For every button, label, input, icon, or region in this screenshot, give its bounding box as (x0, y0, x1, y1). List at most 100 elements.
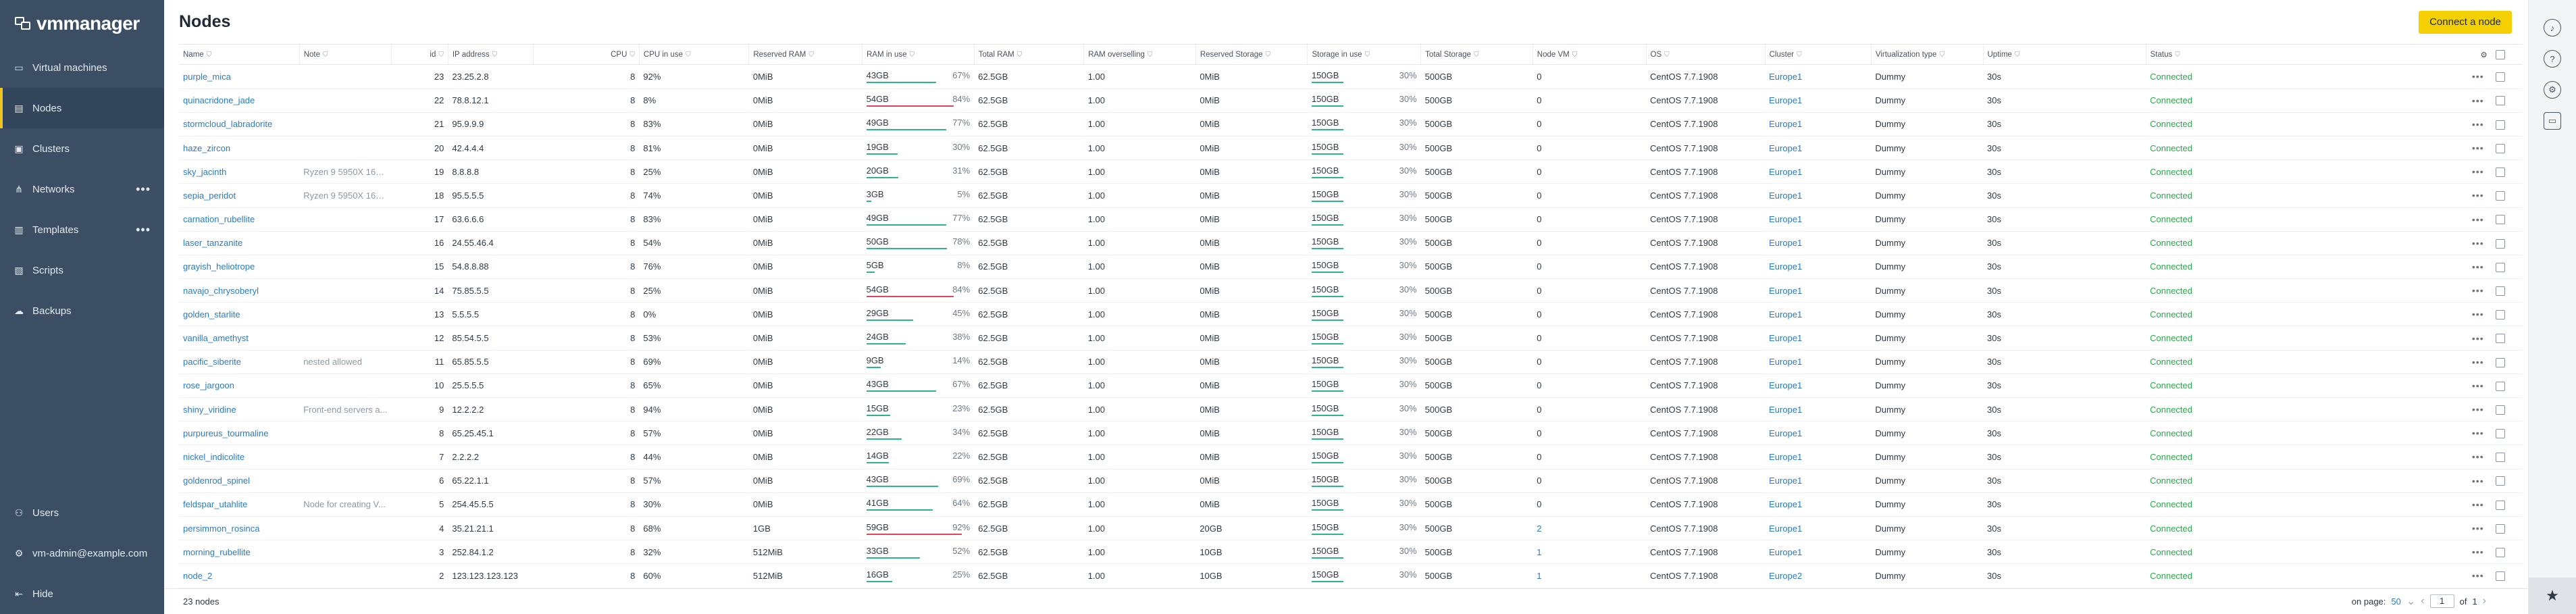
column-header[interactable]: CPU in use ⛉ (638, 44, 749, 66)
row-checkbox[interactable] (2495, 523, 2505, 534)
cell-cluster[interactable]: Europe1 (1765, 421, 1872, 446)
sidebar-item-templates[interactable]: ▥ Templates ••• (0, 209, 164, 250)
cell-cluster[interactable]: Europe1 (1765, 516, 1872, 541)
cell-name[interactable]: goldenrod_spinel (179, 469, 300, 493)
row-checkbox[interactable] (2495, 310, 2505, 320)
row-menu-icon[interactable]: ••• (2464, 183, 2492, 208)
row-menu-icon[interactable]: ••• (2464, 64, 2492, 89)
sidebar-item-nodes[interactable]: ▤ Nodes (0, 88, 164, 128)
row-menu-icon[interactable]: ••• (2464, 397, 2492, 422)
cell-name[interactable]: haze_zircon (179, 136, 300, 161)
cell-cluster[interactable]: Europe1 (1765, 278, 1872, 303)
filter-icon[interactable]: ⛉ (206, 51, 212, 59)
column-header[interactable]: CPU ⛉ (532, 44, 640, 66)
filter-icon[interactable]: ⛉ (492, 51, 498, 59)
cell-name[interactable]: golden_starlite (179, 302, 300, 327)
table-row[interactable]: purpureus_tourmaline 8 65.25.45.1 8 57% 0MiB 2… (179, 421, 2523, 446)
row-checkbox[interactable] (2495, 238, 2505, 249)
row-checkbox[interactable] (2495, 191, 2505, 201)
table-row[interactable]: feldspar_utahlite Node for creating V... 5… (179, 492, 2523, 517)
filter-icon[interactable]: ⛉ (909, 51, 915, 59)
row-checkbox[interactable] (2495, 381, 2505, 391)
on-page-select[interactable]: 50 (2391, 596, 2401, 607)
column-header[interactable]: Total Storage ⛉ (1420, 44, 1533, 66)
column-header[interactable]: Reserved RAM ⛉ (748, 44, 862, 66)
cell-name[interactable]: laser_tanzanite (179, 231, 300, 255)
row-checkbox[interactable] (2495, 453, 2505, 463)
cell-node-vm[interactable]: 1 (1532, 540, 1647, 565)
cell-name[interactable]: navajo_chrysoberyl (179, 278, 300, 303)
page-input[interactable]: 1 (2429, 594, 2454, 609)
filter-icon[interactable]: ⛉ (1939, 51, 1944, 59)
column-header[interactable]: RAM overselling ⛉ (1083, 44, 1196, 66)
cell-cluster[interactable]: Europe1 (1765, 302, 1872, 327)
logo[interactable]: vmmanager (0, 0, 164, 47)
table-row[interactable]: sepia_peridot Ryzen 9 5950X 16-C... 18 95.5… (179, 183, 2523, 208)
cell-cluster[interactable]: Europe1 (1765, 540, 1872, 565)
filter-icon[interactable]: ⛉ (1265, 51, 1271, 59)
row-menu-icon[interactable]: ••• (2464, 302, 2492, 327)
row-menu-icon[interactable]: ••• (2464, 421, 2492, 446)
cell-name[interactable]: feldspar_utahlite (179, 492, 300, 517)
table-row[interactable]: quinacridone_jade 22 78.8.12.1 8 8% 0MiB 54GB 8… (179, 88, 2523, 113)
column-header[interactable]: OS ⛉ (1645, 44, 1766, 66)
row-checkbox[interactable] (2495, 72, 2505, 82)
row-checkbox[interactable] (2495, 168, 2505, 177)
column-header[interactable]: Storage in use ⛉ (1307, 44, 1421, 66)
cell-name[interactable]: morning_rubellite (179, 540, 300, 565)
favorites-star-icon[interactable]: ★ (2528, 578, 2576, 614)
filter-icon[interactable]: ⛉ (629, 51, 635, 59)
cell-cluster[interactable]: Europe1 (1765, 159, 1872, 184)
row-menu-icon[interactable]: ••• (2464, 278, 2492, 303)
row-checkbox[interactable] (2495, 143, 2505, 153)
table-row[interactable]: sky_jacinth Ryzen 9 5950X 16-C... 19 8.8.8.… (179, 159, 2523, 184)
filter-icon[interactable]: ⛉ (686, 51, 691, 59)
help-icon[interactable]: ? (2544, 50, 2561, 68)
sidebar-item-scripts[interactable]: ▧ Scripts (0, 250, 164, 290)
filter-icon[interactable]: ⛉ (808, 51, 814, 59)
more-icon[interactable]: ••• (136, 222, 151, 236)
table-row[interactable]: haze_zircon 20 42.4.4.4 8 81% 0MiB 19GB 30% 62.5… (179, 136, 2523, 161)
row-menu-icon[interactable]: ••• (2464, 492, 2492, 517)
column-header[interactable]: Cluster ⛉ (1764, 44, 1872, 66)
column-header[interactable]: Note ⛉ (299, 44, 392, 66)
filter-icon[interactable]: ⛉ (1572, 51, 1578, 59)
sidebar-item-networks[interactable]: ⋔ Networks ••• (0, 169, 164, 209)
sidebar-item-backups[interactable]: ☁ Backups (0, 290, 164, 331)
cell-cluster[interactable]: Europe1 (1765, 112, 1872, 136)
filter-icon[interactable]: ⛉ (2175, 51, 2180, 59)
table-row[interactable]: pacific_siberite nested allowed 11 65.85.5.… (179, 350, 2523, 374)
cell-cluster[interactable]: Europe1 (1765, 183, 1872, 208)
filter-icon[interactable]: ⛉ (2014, 51, 2020, 59)
sidebar-item-virtual-machines[interactable]: ▭ Virtual machines (0, 47, 164, 88)
table-row[interactable]: morning_rubellite 3 252.84.1.2 8 32% 512MiB 33… (179, 540, 2523, 565)
cell-name[interactable]: vanilla_amethyst (179, 326, 300, 351)
row-menu-icon[interactable]: ••• (2464, 112, 2492, 136)
filter-icon[interactable]: ⛉ (1797, 51, 1802, 59)
row-menu-icon[interactable]: ••• (2464, 207, 2492, 232)
column-header[interactable]: Uptime ⛉ (1982, 44, 2146, 66)
cell-cluster[interactable]: Europe1 (1765, 374, 1872, 399)
cell-name[interactable]: pacific_siberite (179, 350, 300, 374)
filter-icon[interactable]: ⛉ (1016, 51, 1023, 59)
table-row[interactable]: carnation_rubellite 17 63.6.6.6 8 83% 0MiB 49G… (179, 207, 2523, 232)
row-menu-icon[interactable]: ••• (2464, 231, 2492, 255)
column-header[interactable]: Node VM ⛉ (1532, 44, 1647, 66)
table-row[interactable]: purple_mica 23 23.25.2.8 8 92% 0MiB 43GB 67% 62.… (179, 64, 2523, 89)
connect-node-button[interactable]: Connect a node (2419, 10, 2512, 34)
filter-icon[interactable]: ⛉ (1473, 51, 1479, 59)
table-row[interactable]: grayish_heliotrope 15 54.8.8.88 8 76% 0MiB 5GB… (179, 255, 2523, 280)
row-menu-icon[interactable]: ••• (2464, 136, 2492, 161)
row-checkbox[interactable] (2495, 96, 2505, 106)
row-menu-icon[interactable]: ••• (2464, 469, 2492, 493)
table-row[interactable]: rose_jargoon 10 25.5.5.5 8 65% 0MiB 43GB 67% 62.… (179, 374, 2523, 399)
row-checkbox[interactable] (2495, 215, 2505, 225)
cell-name[interactable]: shiny_viridine (179, 397, 300, 422)
column-header[interactable]: Status ⛉ (2145, 44, 2465, 66)
sidebar-item-vm-admin-example-com[interactable]: ⚙ vm-admin@example.com (0, 533, 164, 573)
table-row[interactable]: node_2 2 123.123.123.123 8 60% 512MiB 16GB 25% 6… (179, 563, 2523, 588)
chevron-down-icon[interactable]: ⌄ (2406, 596, 2416, 608)
row-menu-icon[interactable]: ••• (2464, 516, 2492, 541)
cell-cluster[interactable]: Europe1 (1765, 350, 1872, 374)
column-header[interactable]: Total RAM ⛉ (973, 44, 1084, 66)
